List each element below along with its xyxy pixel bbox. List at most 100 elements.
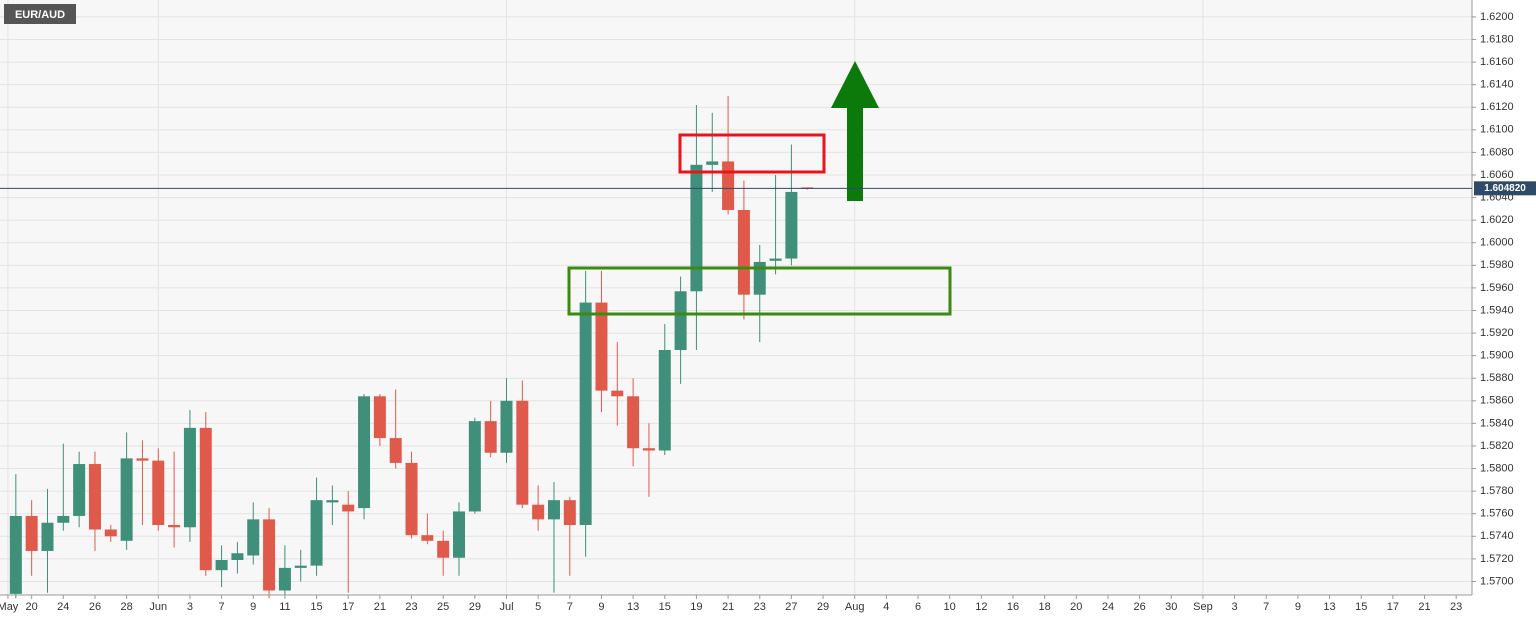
x-tick-label: May [0, 601, 19, 613]
candle-body [199, 427, 212, 571]
resistance-box [678, 133, 826, 174]
candle-body [41, 522, 54, 551]
candle-body [104, 529, 117, 537]
y-tick-label: 1.6100 [1480, 124, 1514, 136]
x-tick-label: 4 [883, 601, 889, 613]
x-tick-label: 23 [405, 601, 417, 613]
x-tick-label: 26 [1133, 601, 1145, 613]
support-box [567, 266, 952, 316]
y-tick-label: 1.6160 [1480, 56, 1514, 68]
candle-body [690, 164, 703, 292]
x-tick-label: 29 [817, 601, 829, 613]
candle-body [437, 540, 450, 558]
plot-area [0, 0, 1472, 595]
title-box [4, 4, 76, 24]
x-tick-label: 7 [567, 601, 573, 613]
x-tick-label: 5 [535, 601, 541, 613]
x-tick-label: 3 [187, 601, 193, 613]
candle-body [389, 438, 402, 463]
y-tick-label: 1.5780 [1480, 485, 1514, 497]
y-tick-label: 1.5720 [1480, 553, 1514, 565]
candle-body [120, 458, 133, 541]
x-tick-label: 7 [219, 601, 225, 613]
x-tick-label: 9 [1295, 601, 1301, 613]
x-tick-label: 9 [250, 601, 256, 613]
candle-body [563, 500, 576, 525]
candle-body [500, 400, 513, 453]
x-tick-label: 21 [722, 601, 734, 613]
x-tick-label: 3 [1232, 601, 1238, 613]
x-tick-label: 18 [1039, 601, 1051, 613]
candle-body [642, 448, 655, 451]
x-tick-label: 24 [57, 601, 69, 613]
candle-body [484, 421, 497, 453]
candle-body [547, 500, 560, 520]
candle-body [753, 261, 766, 295]
x-tick-label: 25 [437, 601, 449, 613]
y-tick-label: 1.5800 [1480, 462, 1514, 474]
candle-body [88, 464, 101, 530]
x-tick-label: 20 [1070, 601, 1082, 613]
x-tick-label: 17 [1387, 601, 1399, 613]
candle-body [136, 458, 149, 461]
candle-body [674, 291, 687, 350]
y-tick-label: 1.5940 [1480, 304, 1514, 316]
y-tick-label: 1.5900 [1480, 350, 1514, 362]
candle-body [769, 258, 782, 261]
x-tick-label: 20 [26, 601, 38, 613]
up-arrow [831, 61, 879, 201]
candle-body [342, 504, 355, 512]
x-tick-label: 19 [690, 601, 702, 613]
candles [9, 95, 814, 599]
y-tick-label: 1.5700 [1480, 575, 1514, 587]
x-tick-label: 13 [1323, 601, 1335, 613]
candle-body [722, 161, 735, 210]
candle-body [247, 519, 260, 556]
candle-body [263, 519, 276, 591]
candle-body [516, 400, 529, 505]
x-tick-label: 17 [342, 601, 354, 613]
y-tick-label: 1.6120 [1480, 101, 1514, 113]
x-tick-label: 27 [785, 601, 797, 613]
x-tick-label: 24 [1102, 601, 1114, 613]
candle-body [737, 210, 750, 295]
candle-body [310, 500, 323, 566]
y-tick-label: 1.6140 [1480, 79, 1514, 91]
x-tick-label: 30 [1165, 601, 1177, 613]
chart-title: EUR/AUD [15, 9, 65, 21]
candle-body [453, 511, 466, 558]
candle-body [326, 500, 339, 503]
candle-body [373, 396, 386, 439]
y-tick-label: 1.6200 [1480, 11, 1514, 23]
candle-body [595, 302, 608, 391]
x-tick-label: 10 [944, 601, 956, 613]
x-tick-label: 15 [659, 601, 671, 613]
y-tick-label: 1.5980 [1480, 259, 1514, 271]
candle-body [627, 396, 640, 449]
candle-body [421, 535, 434, 541]
x-tick-label: 21 [1418, 601, 1430, 613]
x-tick-label: 15 [310, 601, 322, 613]
candle-body [183, 427, 196, 528]
candle-body [294, 565, 307, 568]
x-tick-label: 12 [975, 601, 987, 613]
candle-body [405, 462, 418, 536]
x-tick-label: 9 [598, 601, 604, 613]
x-tick-label: 28 [120, 601, 132, 613]
y-tick-label: 1.5920 [1480, 327, 1514, 339]
y-tick-label: 1.6020 [1480, 214, 1514, 226]
candle-body [168, 525, 181, 528]
x-tick-label: 23 [754, 601, 766, 613]
candle-body [73, 464, 86, 516]
x-tick-label: 21 [374, 601, 386, 613]
grid [0, 0, 1472, 595]
current-price-box [1474, 181, 1536, 196]
y-tick-label: 1.5740 [1480, 530, 1514, 542]
candle-body [231, 553, 244, 560]
x-tick-label: 7 [1263, 601, 1269, 613]
x-tick-label: Aug [845, 601, 865, 613]
candle-body [358, 396, 371, 509]
x-tick-label: Jul [499, 601, 513, 613]
x-tick-label: 23 [1450, 601, 1462, 613]
